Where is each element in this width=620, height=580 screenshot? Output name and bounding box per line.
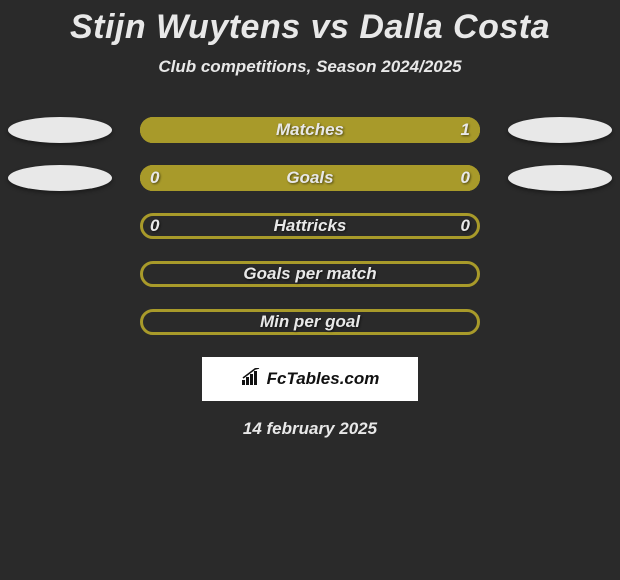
player-bubble-left xyxy=(8,117,112,143)
stat-value-right: 0 xyxy=(461,168,470,188)
stat-row: Goals per match xyxy=(0,261,620,287)
stat-label: Hattricks xyxy=(274,216,347,236)
stat-bar: 0 0 Goals xyxy=(140,165,480,191)
stat-row: 0 0 Hattricks xyxy=(0,213,620,239)
player-bubble-left xyxy=(8,165,112,191)
comparison-widget: Stijn Wuytens vs Dalla Costa Club compet… xyxy=(0,0,620,580)
page-subtitle: Club competitions, Season 2024/2025 xyxy=(0,57,620,77)
stat-value-right: 1 xyxy=(461,120,470,140)
brand-text: FcTables.com xyxy=(267,369,380,389)
stat-value-left: 0 xyxy=(150,168,159,188)
stat-row: 1 Matches xyxy=(0,117,620,143)
player-bubble-right xyxy=(508,117,612,143)
stats-list: 1 Matches 0 0 Goals 0 0 Hattricks Goals per matc… xyxy=(0,117,620,335)
player-bubble-right xyxy=(508,165,612,191)
brand-chart-icon xyxy=(241,368,263,391)
stat-label: Goals xyxy=(286,168,333,188)
stat-label: Min per goal xyxy=(260,312,360,332)
brand-box[interactable]: FcTables.com xyxy=(202,357,418,401)
stat-bar: 1 Matches xyxy=(140,117,480,143)
stat-row: 0 0 Goals xyxy=(0,165,620,191)
stat-label: Matches xyxy=(276,120,344,140)
stat-bar: 0 0 Hattricks xyxy=(140,213,480,239)
stat-value-left: 0 xyxy=(150,216,159,236)
stat-row: Min per goal xyxy=(0,309,620,335)
brand-inner: FcTables.com xyxy=(241,368,380,391)
stat-bar: Min per goal xyxy=(140,309,480,335)
date-line: 14 february 2025 xyxy=(0,419,620,439)
page-title: Stijn Wuytens vs Dalla Costa xyxy=(0,0,620,47)
stat-label: Goals per match xyxy=(243,264,376,284)
stat-bar: Goals per match xyxy=(140,261,480,287)
stat-value-right: 0 xyxy=(461,216,470,236)
